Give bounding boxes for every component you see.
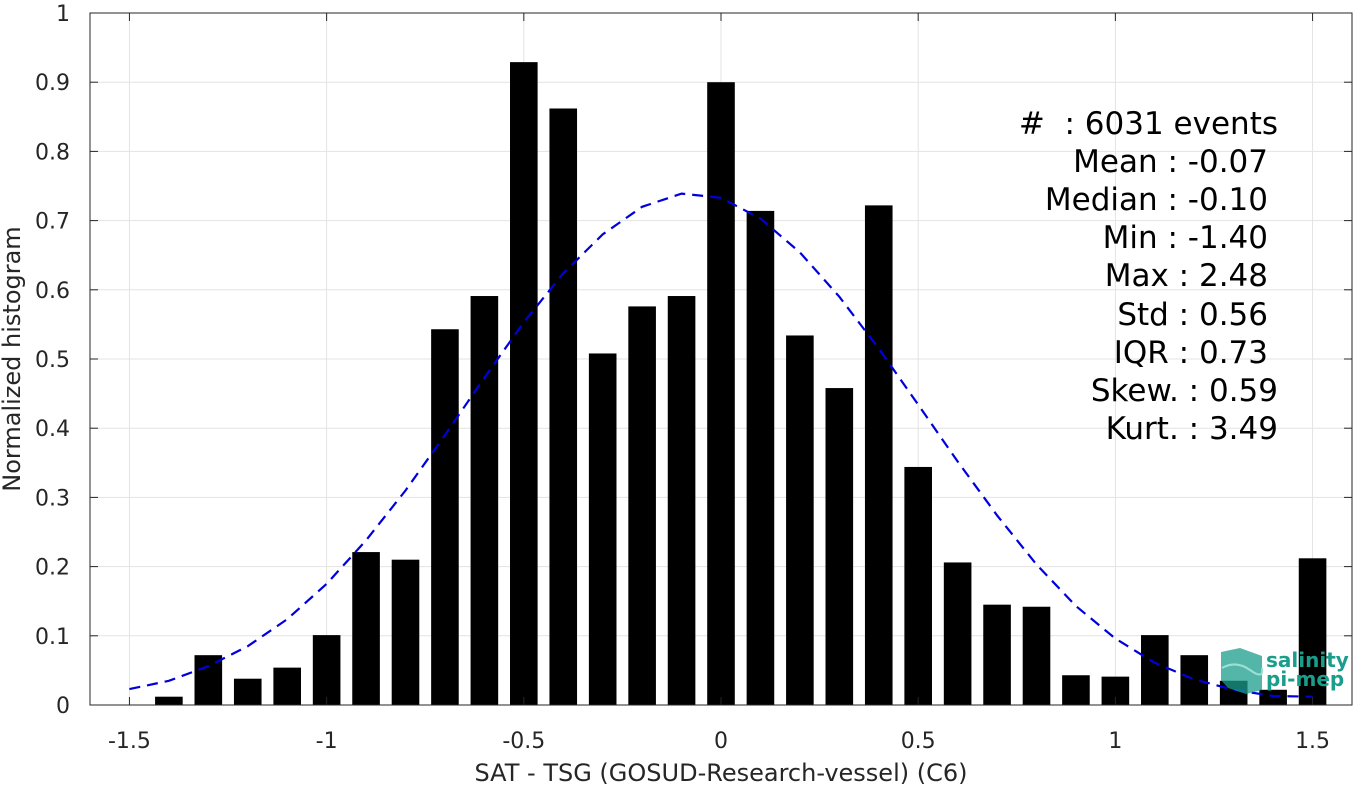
histogram-bar xyxy=(904,466,932,705)
gaussian-fit-curve xyxy=(129,192,1313,698)
histogram-bar xyxy=(983,604,1011,705)
axis-ticks: -1.5 -1 -0.5 0 0.5 1 1.5 0 0.1 0.2 0.3 0.4 0.5 0.6 0.7… xyxy=(35,2,1352,754)
stat-kurt: Kurt. : 3.49 xyxy=(1106,411,1278,447)
histogram-bar xyxy=(825,388,854,705)
x-tick-label: 1.5 xyxy=(1295,729,1330,754)
y-tick-label: 0.2 xyxy=(35,556,70,581)
histogram-bar xyxy=(588,353,617,705)
y-tick-label: 0.1 xyxy=(35,625,70,650)
histogram-bar xyxy=(549,108,578,706)
y-tick-label: 0.3 xyxy=(35,486,70,511)
histogram-bar xyxy=(233,678,262,705)
stat-iqr: IQR : 0.73 xyxy=(1114,335,1268,371)
histogram-bar xyxy=(155,696,183,705)
stat-std: Std : 0.56 xyxy=(1117,297,1268,333)
histogram-bar xyxy=(312,635,341,705)
y-tick-label: 0 xyxy=(56,694,70,719)
logo-mark-icon xyxy=(1221,648,1262,694)
logo-wave-icon xyxy=(1221,663,1264,676)
y-tick-label: 0.9 xyxy=(35,71,70,96)
y-axis-label: Normalized histogram xyxy=(0,226,26,491)
salinity-pimep-logo: salinity pi-mep xyxy=(1221,648,1349,694)
stat-skew: Skew. : 0.59 xyxy=(1091,373,1278,409)
fit-curve-group xyxy=(129,192,1313,698)
histogram-bar xyxy=(707,82,735,705)
y-tick-label: 0.8 xyxy=(35,140,70,165)
stat-median: Median : -0.10 xyxy=(1045,182,1268,218)
histogram-bar xyxy=(194,655,223,705)
histogram-bar xyxy=(667,296,696,705)
y-tick-label: 0.5 xyxy=(35,348,70,373)
x-tick-label: -1.5 xyxy=(108,729,151,754)
x-axis-label: SAT - TSG (GOSUD-Research-vessel) (C6) xyxy=(475,759,968,785)
histogram-bar xyxy=(352,552,380,705)
histogram-bar xyxy=(510,62,538,705)
histogram-bar xyxy=(746,210,775,706)
histogram-bar xyxy=(1259,689,1287,705)
histogram-bars xyxy=(155,62,1327,706)
histogram-bar xyxy=(1022,606,1051,705)
histogram-bar xyxy=(1180,655,1209,705)
histogram-bar xyxy=(273,667,301,705)
y-tick-label: 0.4 xyxy=(35,417,70,442)
stat-min: Min : -1.40 xyxy=(1103,220,1268,256)
x-tick-label: 0.5 xyxy=(901,729,936,754)
y-tick-label: 0.7 xyxy=(35,210,70,235)
logo-line-2: pi-mep xyxy=(1266,667,1344,691)
histogram-bar xyxy=(431,329,459,705)
stat-events: # : 6031 events xyxy=(1019,106,1278,142)
histogram-bar xyxy=(1298,558,1327,705)
x-tick-label: 0 xyxy=(714,729,728,754)
histogram-bar xyxy=(391,559,420,705)
histogram-bar xyxy=(470,296,499,705)
histogram-bar xyxy=(628,306,656,705)
x-tick-label: -0.5 xyxy=(502,729,545,754)
histogram-bar xyxy=(786,335,814,705)
x-tick-label: -1 xyxy=(316,729,338,754)
y-tick-label: 0.6 xyxy=(35,279,70,304)
stat-max: Max : 2.48 xyxy=(1105,258,1268,294)
y-tick-label: 1 xyxy=(56,2,70,27)
histogram-bar xyxy=(943,562,972,705)
stat-mean: Mean : -0.07 xyxy=(1073,144,1268,180)
histogram-bar xyxy=(1141,635,1169,705)
x-tick-label: 1 xyxy=(1108,729,1122,754)
histogram-bar xyxy=(1062,675,1090,705)
histogram-bar xyxy=(864,205,893,705)
stats-panel: # : 6031 events Mean : -0.07 Median : -0… xyxy=(1019,106,1278,447)
logo-line-1: salinity xyxy=(1266,648,1349,672)
